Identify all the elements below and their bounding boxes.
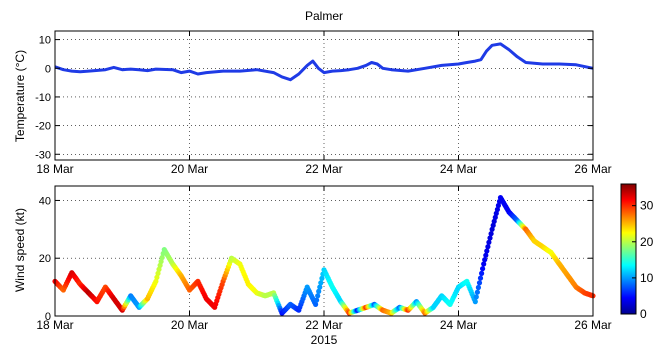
wind-ytick-label: 0 bbox=[45, 311, 51, 323]
wind-point bbox=[486, 239, 492, 245]
wind-xtick-label: 20 Mar bbox=[171, 318, 208, 332]
wind-point bbox=[491, 218, 497, 224]
temperature-xtick-label: 22 Mar bbox=[305, 162, 342, 176]
wind-xlabel: 2015 bbox=[311, 333, 338, 347]
wind-point bbox=[314, 297, 320, 303]
wind-xtick-label: 24 Mar bbox=[440, 318, 477, 332]
wind-point bbox=[153, 278, 159, 284]
temperature-grid bbox=[54, 31, 594, 160]
colorbar-gradient bbox=[620, 183, 637, 315]
temperature-xtick-label: 26 Mar bbox=[574, 162, 611, 176]
wind-point bbox=[485, 244, 491, 250]
temperature-ytick-label: -30 bbox=[35, 149, 51, 161]
wind-point bbox=[493, 210, 499, 216]
wind-point bbox=[480, 266, 486, 272]
wind-point bbox=[472, 299, 478, 305]
temperature-ytick-label: -10 bbox=[35, 92, 51, 104]
wind-ticks: 0 20 40 18 Mar 20 Mar 22 Mar 24 Mar 26 Mar bbox=[36, 186, 612, 332]
wind-point bbox=[487, 235, 493, 241]
wind-point bbox=[484, 248, 490, 254]
wind-point bbox=[483, 252, 489, 258]
wind-point bbox=[159, 254, 165, 261]
wind-point bbox=[492, 214, 498, 220]
wind-point bbox=[488, 231, 494, 237]
temperature-series bbox=[54, 42, 594, 82]
wind-point bbox=[316, 288, 322, 294]
wind-xtick-label: 26 Mar bbox=[574, 318, 611, 332]
colorbar: 0 10 20 30 bbox=[620, 183, 654, 321]
wind-point bbox=[482, 257, 488, 263]
wind-point bbox=[318, 280, 324, 286]
wind-point bbox=[489, 226, 495, 232]
colorbar-ticks: 0 10 20 30 bbox=[632, 199, 654, 321]
wind-point bbox=[481, 261, 487, 267]
wind-xtick-label: 18 Mar bbox=[36, 318, 73, 332]
wind-point bbox=[473, 294, 479, 300]
wind-ytick-label: 40 bbox=[39, 195, 51, 207]
wind-point bbox=[315, 293, 321, 299]
temperature-xtick-label: 18 Mar bbox=[36, 162, 73, 176]
wind-point bbox=[474, 289, 480, 295]
wind-point bbox=[156, 266, 162, 272]
wind-ytick-label: 20 bbox=[39, 253, 51, 265]
colorbar-tick-label: 20 bbox=[640, 235, 654, 249]
temperature-line bbox=[54, 42, 594, 82]
temperature-ytick-label: 0 bbox=[45, 63, 51, 75]
wind-ylabel: Wind speed (kt) bbox=[13, 208, 27, 292]
wind-point bbox=[490, 222, 496, 228]
wind-point bbox=[155, 270, 161, 276]
temperature-xtick-label: 24 Mar bbox=[440, 162, 477, 176]
wind-point bbox=[476, 280, 483, 286]
wind-point bbox=[154, 274, 160, 280]
temperature-ylabel: Temperature (°C) bbox=[13, 50, 27, 142]
temperature-ytick-label: 10 bbox=[39, 35, 51, 47]
wind-point bbox=[479, 270, 485, 276]
colorbar-tick-label: 30 bbox=[640, 199, 654, 213]
wind-point bbox=[475, 284, 481, 291]
temperature-ytick-label: -20 bbox=[35, 121, 51, 133]
wind-point bbox=[313, 301, 319, 307]
wind-xtick-label: 22 Mar bbox=[305, 318, 342, 332]
temperature-xtick-label: 20 Mar bbox=[171, 162, 208, 176]
wind-point bbox=[158, 258, 164, 265]
wind-grid bbox=[54, 186, 594, 317]
wind-point bbox=[157, 262, 163, 268]
wind-panel: 0 20 40 18 Mar 20 Mar 22 Mar 24 Mar 26 Mar Wind… bbox=[13, 185, 612, 347]
chart-title: Palmer bbox=[305, 9, 343, 23]
colorbar-tick-label: 10 bbox=[640, 271, 654, 285]
wind-point bbox=[494, 206, 500, 213]
wind-point bbox=[495, 202, 501, 209]
colorbar-tick-label: 0 bbox=[640, 307, 647, 321]
wind-point bbox=[317, 284, 323, 290]
wind-series bbox=[52, 195, 596, 316]
wind-point bbox=[477, 275, 484, 281]
wind-point bbox=[319, 275, 325, 281]
